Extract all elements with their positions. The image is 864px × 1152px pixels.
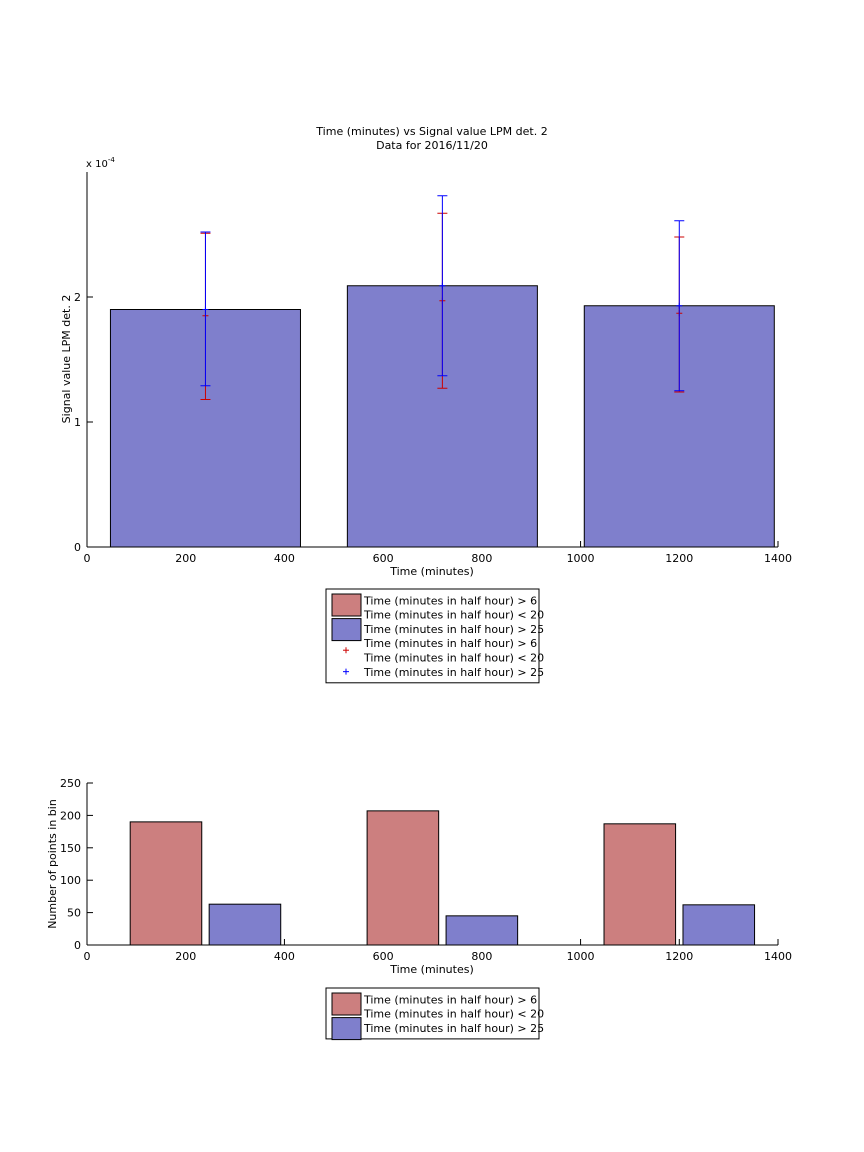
x-tick-label: 400 — [274, 950, 295, 963]
bar — [445, 915, 519, 946]
legend-label: Time (minutes in half hour) > 25 — [363, 623, 544, 636]
y-tick-label: 0 — [74, 541, 81, 554]
chart-subtitle: Data for 2016/11/20 — [376, 139, 488, 152]
x-tick-label: 800 — [471, 950, 492, 963]
x-axis-label: Time (minutes) — [389, 565, 474, 578]
legend-label: Time (minutes in half hour) < 20 — [363, 609, 544, 622]
y-exponent-label: x 10-4 — [86, 156, 115, 170]
bar — [366, 810, 440, 946]
x-tick-label: 400 — [274, 552, 295, 565]
legend-label: Time (minutes in half hour) > 6 — [363, 993, 537, 1006]
chart-title: Time (minutes) vs Signal value LPM det. … — [315, 125, 547, 138]
y-tick-label: 100 — [60, 874, 81, 887]
y-tick-label: 0 — [74, 939, 81, 952]
legend-label: Time (minutes in half hour) < 20 — [363, 1008, 544, 1021]
count-chart: 0 200 400 600 800 1000 1200 1400 0 50 100 150 200 250… — [46, 777, 792, 1041]
x-tick-label: 800 — [471, 552, 492, 565]
y-tick-label: 50 — [67, 907, 81, 920]
y-tick-label: 200 — [60, 809, 81, 822]
legend-label: Time (minutes in half hour) < 20 — [363, 652, 544, 665]
y-tick-label: 150 — [60, 842, 81, 855]
y-tick-label: 250 — [60, 777, 81, 790]
bar — [129, 821, 203, 946]
x-tick-label: 0 — [84, 552, 91, 565]
x-tick-label: 1400 — [764, 950, 792, 963]
x-tick-label: 1000 — [567, 950, 595, 963]
y-axis-label: Number of points in bin — [46, 799, 59, 929]
x-tick-label: 600 — [373, 950, 394, 963]
x-axis-label: Time (minutes) — [389, 963, 474, 976]
x-tick-label: 0 — [84, 950, 91, 963]
y-tick-label: 2 — [74, 291, 81, 304]
bar — [603, 823, 677, 946]
legend-swatch — [331, 1017, 362, 1041]
legend-swatch — [331, 618, 362, 642]
y-tick-label: 1 — [74, 416, 81, 429]
signal-chart: Time (minutes) vs Signal value LPM det. … — [60, 125, 792, 684]
legend-label: Time (minutes in half hour) > 25 — [363, 666, 544, 679]
legend-swatch — [331, 593, 362, 617]
x-tick-label: 1200 — [665, 552, 693, 565]
bar — [208, 903, 282, 946]
legend: Time (minutes in half hour) > 6 Time (min… — [325, 987, 544, 1041]
x-tick-label: 1000 — [567, 552, 595, 565]
legend-label: Time (minutes in half hour) > 25 — [363, 1022, 544, 1035]
bar — [682, 904, 756, 946]
y-axis-label: Signal value LPM det. 2 — [60, 295, 73, 424]
x-tick-label: 1200 — [665, 950, 693, 963]
legend-swatch — [331, 992, 362, 1016]
x-tick-label: 200 — [175, 950, 196, 963]
x-tick-label: 200 — [175, 552, 196, 565]
legend-label: Time (minutes in half hour) > 6 — [363, 594, 537, 607]
legend-label: Time (minutes in half hour) > 6 — [363, 637, 537, 650]
x-tick-label: 600 — [373, 552, 394, 565]
x-tick-label: 1400 — [764, 552, 792, 565]
